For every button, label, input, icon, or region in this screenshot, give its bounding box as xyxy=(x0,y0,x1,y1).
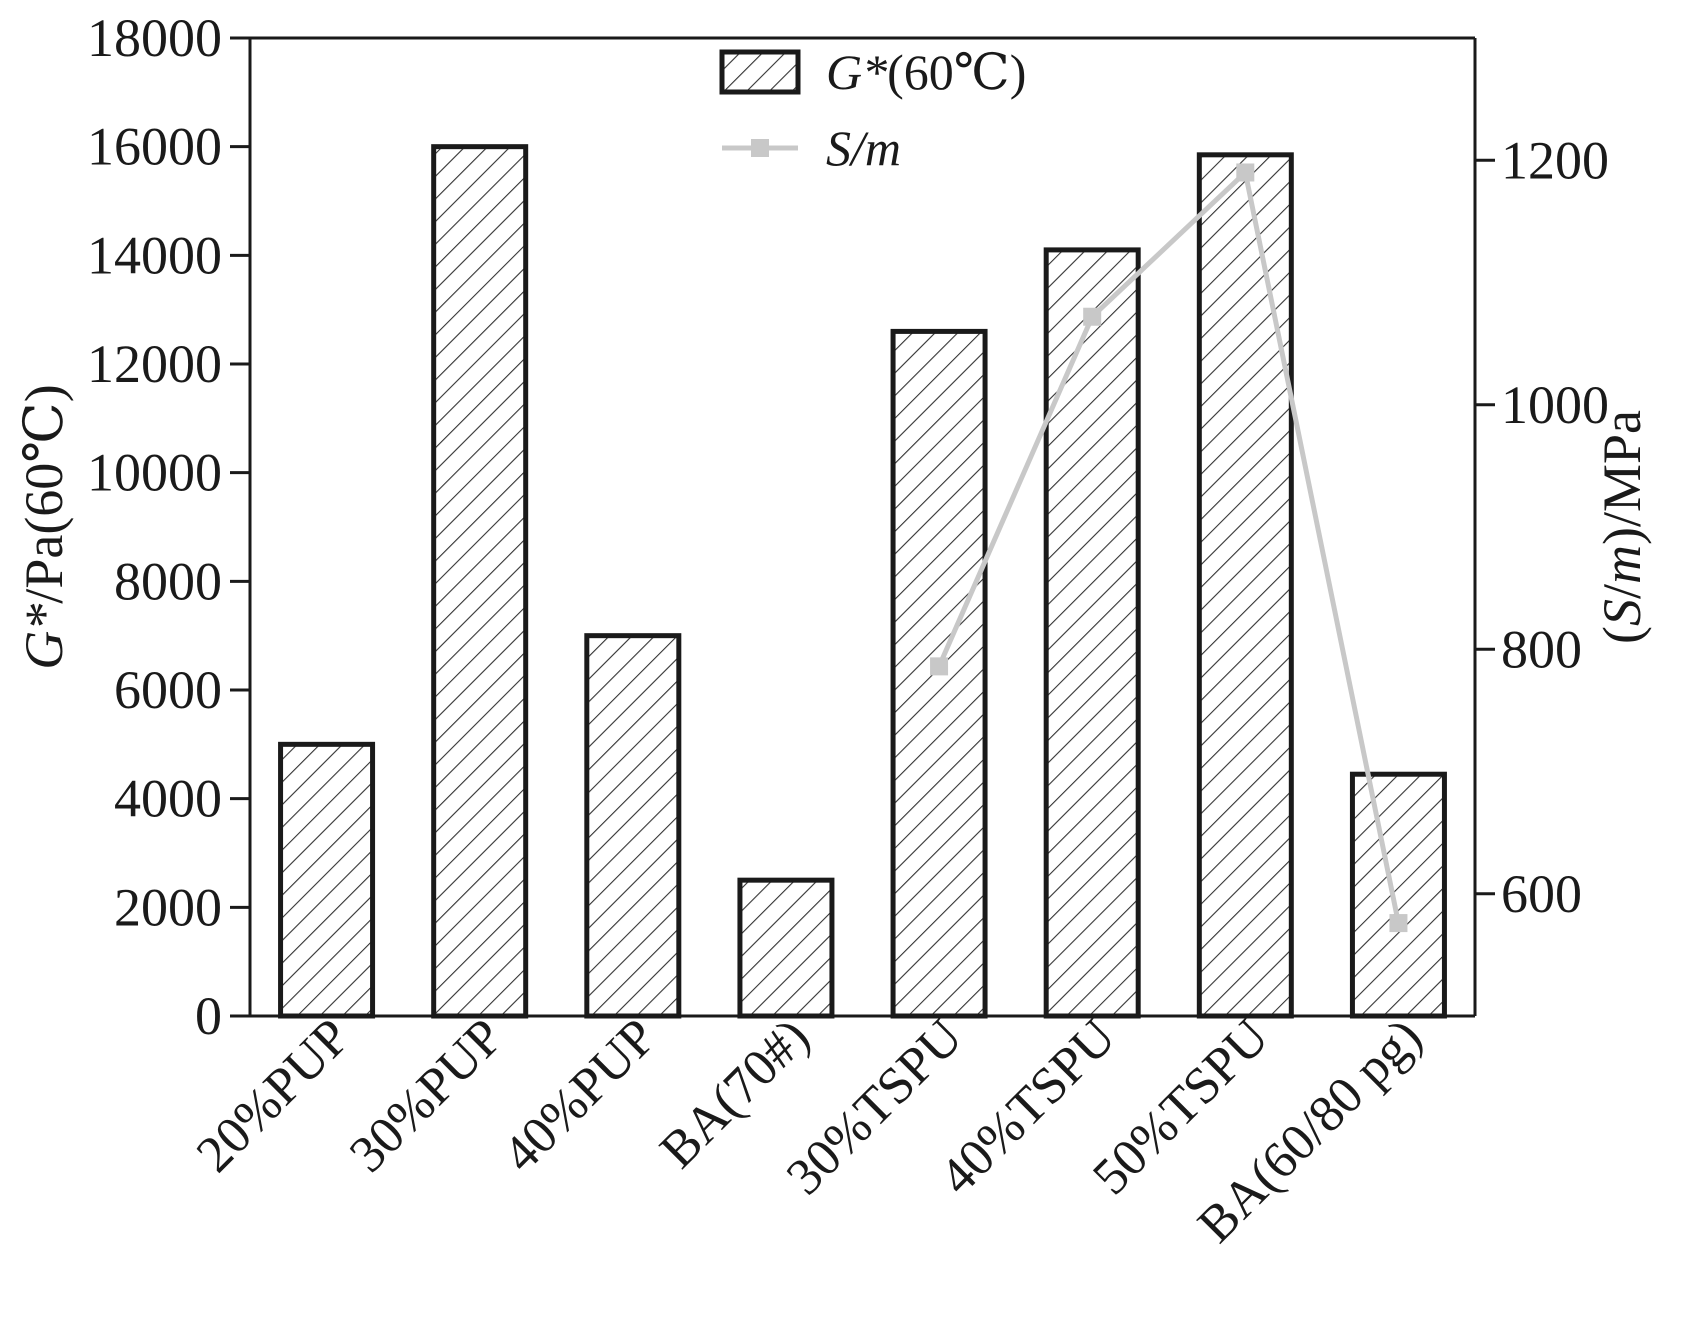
sm-point-50%TSPU xyxy=(1236,163,1255,182)
bar-20%PUP xyxy=(278,741,376,1019)
sm-point-40%TSPU xyxy=(1083,307,1102,326)
left-tick-label-14000: 14000 xyxy=(87,225,222,285)
right-axis-title-part-2: / xyxy=(1592,584,1652,599)
right-tick-label-800: 800 xyxy=(1501,619,1582,679)
left-tick-label-12000: 12000 xyxy=(87,334,222,394)
right-axis-title-part-4: )/MPa xyxy=(1592,410,1652,545)
legend-bar-label: G*(60℃) xyxy=(826,44,1026,100)
left-axis-title: G*/Pa(60℃) xyxy=(14,384,74,669)
legend-line-label: S/m xyxy=(826,120,901,176)
sm-point-30%TSPU xyxy=(930,657,949,676)
bar-50%TSPU xyxy=(1196,152,1294,1019)
left-tick-label-10000: 10000 xyxy=(87,443,222,503)
right-tick-label-1000: 1000 xyxy=(1501,375,1609,435)
left-axis-title-unit: /Pa(60℃) xyxy=(14,384,74,603)
bars-layer xyxy=(278,144,1447,1019)
right-axis-title: (S/m)/MPa xyxy=(1592,410,1652,644)
left-tick-label-0: 0 xyxy=(195,986,222,1046)
right-tick-label-600: 600 xyxy=(1501,864,1582,924)
left-tick-label-2000: 2000 xyxy=(114,877,222,937)
legend-line-marker xyxy=(751,139,769,157)
axes-layer: 0 2000 4000 6000 8000 10000 12000 14000 16000 180… xyxy=(14,8,1652,1254)
sm-point-BA(60/80 pg) xyxy=(1389,914,1408,933)
bar-40%TSPU xyxy=(1043,247,1141,1019)
sm-series-line xyxy=(936,167,1401,924)
left-tick-label-18000: 18000 xyxy=(87,8,222,68)
legend-bar-label-rest: (60℃) xyxy=(887,44,1026,100)
left-axis-title-symbol: G* xyxy=(14,604,74,670)
bar-BA(70#) xyxy=(737,877,835,1019)
right-axis-title-part-3: m xyxy=(1592,545,1652,584)
right-axis-title-part-1: S xyxy=(1592,599,1652,626)
sm-line-layer xyxy=(930,163,1408,933)
left-tick-label-16000: 16000 xyxy=(87,117,222,177)
legend-bar-label-symbol: G* xyxy=(826,44,887,100)
legend-bar-swatch xyxy=(719,49,801,95)
bar-40%PUP xyxy=(584,633,682,1019)
legend: G*(60℃) S/m xyxy=(719,44,1026,176)
right-tick-label-1200: 1200 xyxy=(1501,130,1609,190)
category-label-40%PUP: 40%PUP xyxy=(492,1008,667,1183)
left-tick-label-6000: 6000 xyxy=(114,660,222,720)
left-tick-label-4000: 4000 xyxy=(114,769,222,829)
left-tick-label-8000: 8000 xyxy=(114,551,222,611)
right-axis-title-part-0: ( xyxy=(1592,626,1652,644)
category-label-30%PUP: 30%PUP xyxy=(339,1008,514,1183)
bar-BA(60/80 pg) xyxy=(1349,771,1447,1019)
bar-30%PUP xyxy=(431,144,529,1019)
